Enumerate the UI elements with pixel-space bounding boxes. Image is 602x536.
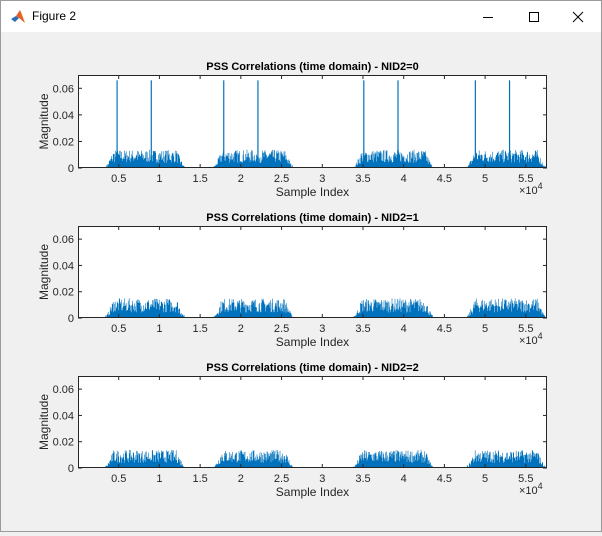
x-exponent-base: ×10 <box>519 485 538 497</box>
y-tick-label: 0.04 <box>53 410 74 422</box>
y-axis-label: Magnitude <box>37 244 51 300</box>
close-button[interactable] <box>555 1 601 32</box>
y-tick-label: 0 <box>68 163 74 175</box>
x-tick-label: 3.5 <box>355 323 370 335</box>
close-icon <box>572 11 584 22</box>
x-exponent-label: ×104 <box>519 331 543 347</box>
x-tick-label: 5 <box>482 173 488 185</box>
x-tick-label: 4.5 <box>437 173 452 185</box>
y-tick-label: 0 <box>68 313 74 325</box>
x-tick-label: 3.5 <box>355 473 370 485</box>
y-tick-label: 0.06 <box>53 384 74 396</box>
x-tick-label: 1 <box>156 173 162 185</box>
x-exponent-power: 4 <box>538 481 543 491</box>
axes-box <box>78 226 547 318</box>
x-tick-label: 0.5 <box>111 323 126 335</box>
y-tick-label: 0 <box>68 463 74 475</box>
x-tick-label: 0.5 <box>111 473 126 485</box>
x-tick-label: 3 <box>319 323 325 335</box>
x-tick-label: 4.5 <box>437 323 452 335</box>
y-axis-label: Magnitude <box>37 394 51 450</box>
x-tick-label: 1 <box>156 323 162 335</box>
axes-box <box>78 376 547 468</box>
x-tick-label: 3 <box>319 173 325 185</box>
plot-area <box>78 376 547 468</box>
y-tick-label: 0.04 <box>53 110 74 122</box>
x-axis-label: Sample Index <box>276 185 349 199</box>
y-tick-label: 0.04 <box>53 260 74 272</box>
x-tick-label: 4 <box>401 173 407 185</box>
axes-box <box>78 75 547 168</box>
plot-area <box>78 226 547 318</box>
chart-title: PSS Correlations (time domain) - NID2=2 <box>206 362 418 374</box>
maximize-button[interactable] <box>511 1 557 32</box>
x-tick-label: 2.5 <box>274 473 289 485</box>
y-tick-label: 0.06 <box>53 234 74 246</box>
title-bar[interactable]: Figure 2 <box>1 1 601 32</box>
figure-plots: 0.5 1 1.5 2 2.5 3 3.5 4 4.5 5 5.500.020.040.06×104… <box>37 61 547 499</box>
x-tick-label: 0.5 <box>111 173 126 185</box>
y-tick-label: 0.02 <box>53 287 74 299</box>
subplot-1: 0.5 1 1.5 2 2.5 3 3.5 4 4.5 5 5.500.020.040.06×104… <box>37 61 547 199</box>
minimize-icon <box>483 16 493 18</box>
subplot-3: 0.5 1 1.5 2 2.5 3 3.5 4 4.5 5 5.500.020.040.06×104… <box>37 362 547 499</box>
x-tick-label: 1.5 <box>192 473 207 485</box>
x-tick-label: 2.5 <box>274 173 289 185</box>
y-axis-label: Magnitude <box>37 93 51 149</box>
x-tick-label: 5.5 <box>518 473 533 485</box>
x-tick-label: 2 <box>238 473 244 485</box>
x-tick-label: 5 <box>482 473 488 485</box>
x-axis-label: Sample Index <box>276 485 349 499</box>
data-burst-3 <box>353 450 433 468</box>
x-tick-label: 4 <box>401 473 407 485</box>
x-tick-label: 4.5 <box>437 473 452 485</box>
x-exponent-label: ×104 <box>519 181 543 197</box>
x-tick-label: 1.5 <box>192 173 207 185</box>
x-tick-label: 5 <box>482 323 488 335</box>
x-tick-label: 1 <box>156 473 162 485</box>
x-axis-label: Sample Index <box>276 335 349 349</box>
matlab-logo-icon <box>11 10 25 23</box>
x-tick-label: 5.5 <box>518 173 533 185</box>
data-burst-4 <box>466 450 546 468</box>
chart-title: PSS Correlations (time domain) - NID2=1 <box>206 212 418 224</box>
data-burst-1 <box>105 298 185 318</box>
data-burst-1 <box>105 449 185 468</box>
x-tick-label: 1.5 <box>192 323 207 335</box>
x-tick-label: 2.5 <box>274 323 289 335</box>
x-tick-label: 5.5 <box>518 323 533 335</box>
x-tick-label: 3 <box>319 473 325 485</box>
window-title: Figure 2 <box>32 9 77 23</box>
subplot-2: 0.5 1 1.5 2 2.5 3 3.5 4 4.5 5 5.500.020.040.06×104… <box>37 212 547 349</box>
y-tick-label: 0.02 <box>53 437 74 449</box>
x-tick-label: 4 <box>401 323 407 335</box>
x-tick-label: 3.5 <box>355 173 370 185</box>
y-tick-label: 0.06 <box>53 83 74 95</box>
plot-area <box>78 75 547 168</box>
maximize-icon <box>529 11 539 22</box>
x-exponent-base: ×10 <box>519 185 538 197</box>
minimize-button[interactable] <box>465 1 511 32</box>
y-tick-label: 0.02 <box>53 136 74 148</box>
x-tick-label: 2 <box>238 173 244 185</box>
x-exponent-base: ×10 <box>519 335 538 347</box>
figure-canvas: 0.5 1 1.5 2 2.5 3 3.5 4 4.5 5 5.5 0 0.02 0.04 0.06 ×104… <box>1 32 601 531</box>
x-exponent-label: ×104 <box>519 481 543 497</box>
x-exponent-power: 4 <box>538 331 543 341</box>
x-exponent-power: 4 <box>538 181 543 191</box>
x-tick-label: 2 <box>238 323 244 335</box>
chart-title: PSS Correlations (time domain) - NID2=0 <box>206 61 418 73</box>
